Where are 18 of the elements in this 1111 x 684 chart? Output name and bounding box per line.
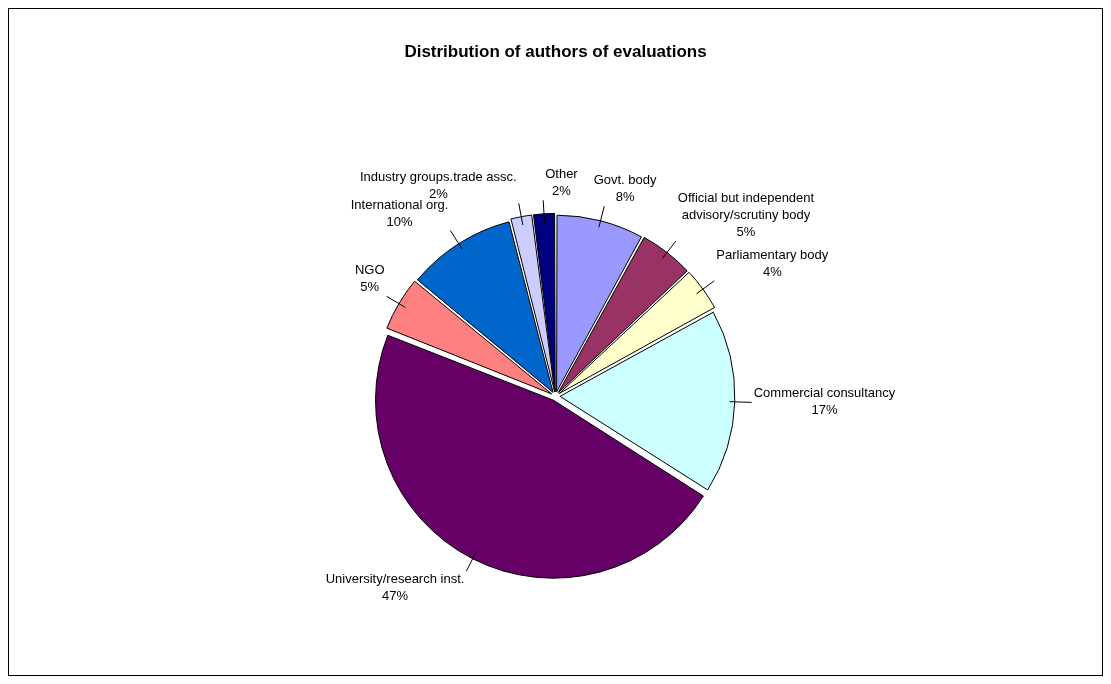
data-label: 47% [382, 588, 409, 604]
data-label: 4% [762, 263, 783, 279]
data-label: 2% [428, 186, 449, 202]
slice-label: Other [545, 166, 579, 182]
data-label: 10% [386, 213, 413, 229]
chart-title: Distribution of authors of evaluations [404, 41, 707, 61]
data-label: 17% [811, 402, 838, 418]
slice-label: Commercial consultancy [753, 385, 896, 401]
slice-label: University/research inst. [325, 571, 465, 587]
data-label: 2% [552, 183, 572, 199]
slice-label: Parliamentary body [716, 246, 829, 262]
slice-label: Govt. body [593, 172, 658, 188]
data-label: 5% [736, 224, 756, 240]
data-label: 5% [360, 279, 380, 295]
slice-label: Official but independent advisory/scrutiny body [677, 190, 815, 223]
slice-label: NGO [354, 262, 385, 278]
slice-label: Industry groups.trade assc. [359, 169, 517, 185]
data-label: 8% [615, 189, 635, 205]
